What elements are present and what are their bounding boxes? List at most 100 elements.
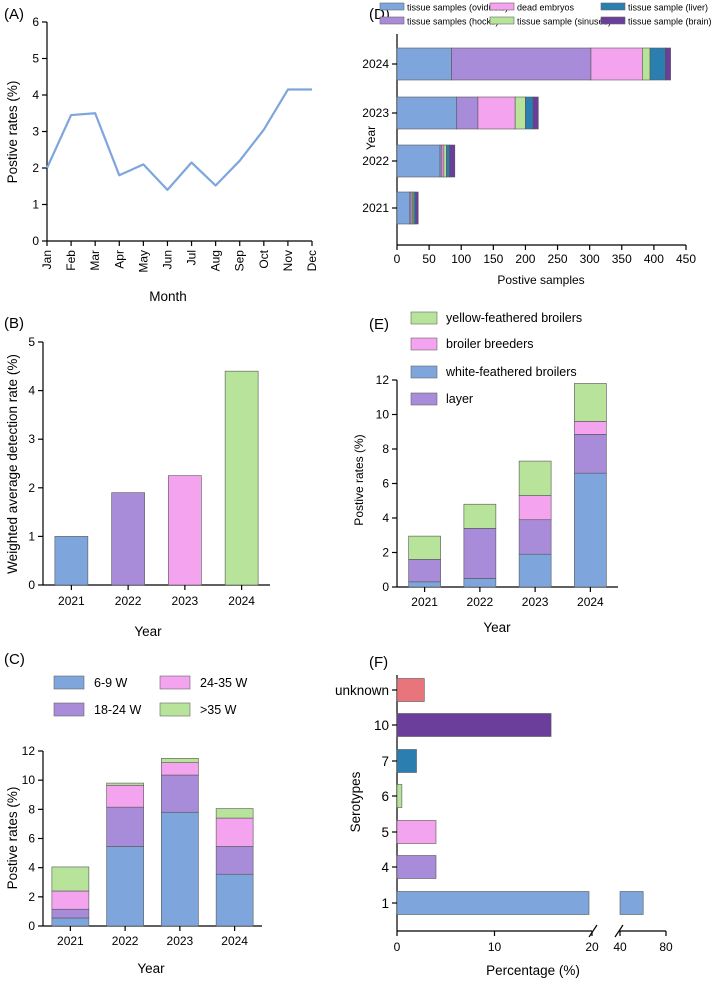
x-tick-label: Jan <box>40 250 54 269</box>
x-tick-label: 50 <box>422 252 436 266</box>
y-tick-label: 10 <box>376 408 390 422</box>
bar-segment <box>161 774 199 813</box>
x-tick-label: Sep <box>233 250 247 272</box>
x-tick-label: 2024 <box>577 595 604 609</box>
x-tick-label: 2021 <box>58 594 85 608</box>
bar-segment <box>106 784 144 808</box>
bar-segment <box>642 47 651 81</box>
bar-segment <box>408 559 441 583</box>
bar-segment <box>574 421 607 435</box>
y-tick-label: 4 <box>28 861 35 875</box>
legend-swatch <box>159 675 191 690</box>
bar-segment <box>518 495 552 521</box>
bar-segment <box>590 47 643 81</box>
bar-segment <box>51 866 90 892</box>
panel-label: (E) <box>369 316 389 333</box>
y-tick-label: 2023 <box>362 106 389 120</box>
x-tick-label: 2022 <box>112 934 139 948</box>
bar-segment <box>443 144 447 178</box>
bar-segment <box>215 808 254 819</box>
x-tick-label: Jun <box>160 250 174 269</box>
y-tick-label: 12 <box>376 373 390 387</box>
bar-segment <box>532 96 539 130</box>
panel-d: (D)0 50 100 150 200 250 300 350 400 4502024202320… <box>362 3 711 288</box>
x-tick-label: Aug <box>209 250 223 271</box>
x-tick-label: 200 <box>515 252 535 266</box>
legend-label: layer <box>446 392 473 406</box>
x-tick-label: 350 <box>612 252 632 266</box>
x-tick-label: 250 <box>548 252 568 266</box>
x-tick-label: 80 <box>659 940 673 954</box>
y-axis-title: Postive rates (%) <box>5 81 20 184</box>
x-tick-label: 2022 <box>115 594 142 608</box>
axis-break-mark <box>588 924 598 938</box>
bar-segment <box>396 191 411 225</box>
bar-segment <box>574 472 607 588</box>
bar-segment <box>51 908 90 919</box>
y-tick-label: 4 <box>382 511 389 525</box>
x-tick-label: 2024 <box>228 594 255 608</box>
legend-swatch <box>53 675 85 690</box>
bar <box>396 891 590 915</box>
legend-swatch <box>410 365 438 379</box>
bar-segment <box>518 553 552 588</box>
x-tick-label: 40 <box>613 940 627 954</box>
x-tick-label: 20 <box>585 940 599 954</box>
y-tick-label: 6 <box>28 832 35 846</box>
panel-label: (F) <box>369 654 388 671</box>
legend-label: >35 W <box>200 703 237 717</box>
panel-label: (C) <box>4 651 25 668</box>
y-axis-title: Weighted average detection rate (%) <box>5 354 20 574</box>
x-tick-label: Feb <box>64 250 78 271</box>
y-tick-label: 2 <box>28 481 35 495</box>
x-tick-label: 0 <box>394 252 401 266</box>
y-axis-title: Postive rates (%) <box>5 787 20 890</box>
y-tick-label: 6 <box>381 789 389 804</box>
bar-segment <box>106 782 144 786</box>
legend-swatch <box>410 311 438 325</box>
data-line <box>45 88 312 191</box>
y-tick-label: 1 <box>381 896 389 911</box>
bar-segment <box>514 96 526 130</box>
panel-c: (C) 0 2 4 6 8 10 12 2021 2022 2023 2024 6-9 W 24-35 W… <box>4 651 262 976</box>
legend-label: 18-24 W <box>94 703 141 717</box>
x-axis-title: Year <box>483 620 511 635</box>
bar-segment <box>574 434 607 474</box>
x-tick-label: 2023 <box>522 595 549 609</box>
y-tick-label: 1 <box>32 198 39 212</box>
bar-segment <box>518 519 552 555</box>
panel-a: (A) 0 1 2 3 4 5 6 Jan Feb Mar Apr May Jun Jul Aug Sep Oct… <box>4 6 319 304</box>
y-tick-label: 3 <box>32 125 39 139</box>
x-tick-label: Apr <box>112 250 126 269</box>
legend-swatch <box>489 2 515 11</box>
bar-segment <box>415 191 419 225</box>
legend-label: tissue sample (liver) <box>628 3 708 13</box>
y-axis-title: Postive rates (%) <box>352 434 366 525</box>
bar-segment <box>525 96 534 130</box>
y-tick-label: 0 <box>28 578 35 592</box>
bar-segment <box>463 503 497 529</box>
x-tick-label: 2024 <box>221 934 248 948</box>
bar-segment <box>518 460 552 496</box>
legend-label: tissue samples (hocks) <box>407 17 499 27</box>
x-tick-label: Mar <box>88 250 102 271</box>
y-tick-label: 12 <box>22 744 36 758</box>
y-tick-label: 2 <box>382 546 389 560</box>
bar <box>396 678 425 702</box>
bar-segment <box>215 873 254 927</box>
x-tick-label: 2023 <box>172 594 199 608</box>
bar-segment <box>396 96 458 130</box>
bar-segment <box>51 890 90 910</box>
y-tick-label: 2 <box>32 161 39 175</box>
bar-segment <box>451 47 592 81</box>
y-tick-label: 0 <box>382 580 389 594</box>
bar-segment <box>106 806 144 847</box>
y-tick-label: 6 <box>382 477 389 491</box>
legend-label: broiler breeders <box>446 337 534 351</box>
bar-segment <box>408 535 441 560</box>
y-tick-label: 0 <box>32 234 39 248</box>
legend-swatch <box>410 392 438 406</box>
x-tick-label: 100 <box>451 252 471 266</box>
y-tick-label: 2 <box>28 890 35 904</box>
